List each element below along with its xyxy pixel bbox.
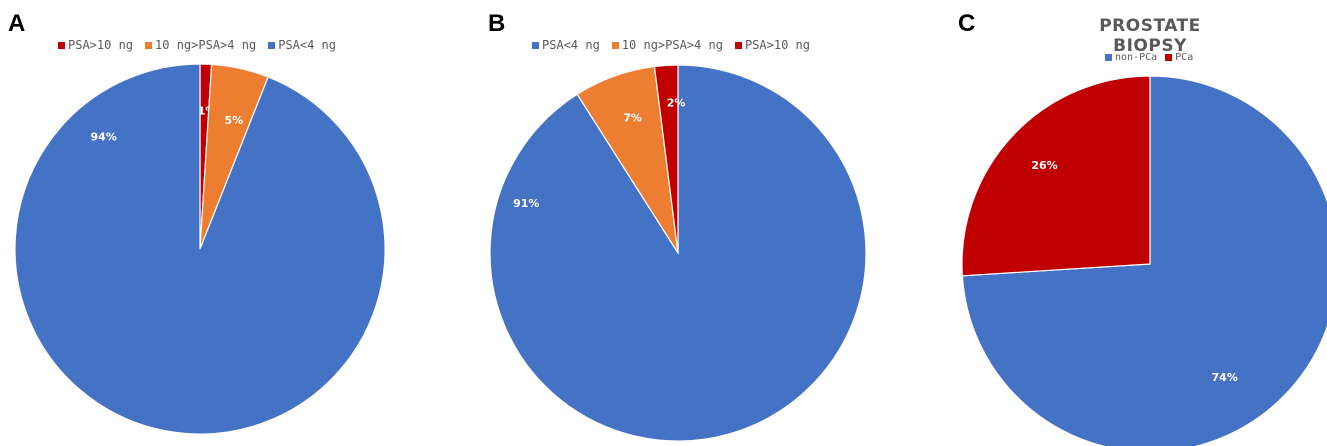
pie-chart-b: 91% 7% 2% xyxy=(489,64,867,442)
pie-slice xyxy=(14,63,386,435)
legend: PSA>10 ng 10 ng>PSA>4 ng PSA<4 ng xyxy=(58,38,336,52)
chart-title: PROSTATE BIOPSY xyxy=(1099,16,1201,56)
legend-label: non-PCa xyxy=(1115,52,1158,63)
panel-b: B PSA<4 ng 10 ng>PSA>4 ng PSA>10 ng 91% 7… xyxy=(440,0,880,446)
legend-label: 10 ng>PSA>4 ng xyxy=(155,38,257,52)
legend-item: non-PCa xyxy=(1105,52,1157,63)
panel-a: A PSA>10 ng 10 ng>PSA>4 ng PSA<4 ng 1% 5%… xyxy=(0,0,440,446)
legend-label: PCa xyxy=(1175,52,1194,63)
legend-item: 10 ng>PSA>4 ng xyxy=(611,38,723,52)
legend-swatch xyxy=(532,41,539,49)
pie-slice xyxy=(961,75,1151,277)
panel-letter: A xyxy=(8,10,26,37)
slice-data-label: 94% xyxy=(91,131,117,144)
slice-data-label: 7% xyxy=(623,112,642,125)
slice-data-label: 26% xyxy=(1031,159,1057,172)
legend-swatch xyxy=(1105,54,1112,61)
legend: non-PCa PCa xyxy=(1105,52,1193,63)
legend-swatch xyxy=(734,41,742,49)
legend-item: PSA>10 ng xyxy=(734,38,810,52)
legend-label: PSA<4 ng xyxy=(278,38,336,52)
panel-letter: B xyxy=(488,10,506,37)
legend-label: PSA>10 ng xyxy=(68,38,134,52)
legend-swatch xyxy=(1165,54,1173,61)
panel-letter: C xyxy=(958,10,976,37)
pie-chart-a: 1%5%94% xyxy=(14,63,386,435)
pie-slice xyxy=(961,75,1327,446)
legend: PSA<4 ng 10 ng>PSA>4 ng PSA>10 ng xyxy=(532,38,810,52)
legend-label: 10 ng>PSA>4 ng xyxy=(621,38,723,52)
legend-item: 10 ng>PSA>4 ng xyxy=(145,38,256,52)
slice-data-label: 2% xyxy=(667,97,686,110)
legend-label: PSA<4 ng xyxy=(542,38,600,52)
legend-swatch xyxy=(145,41,153,49)
legend-swatch xyxy=(58,41,65,49)
legend-label: PSA>10 ng xyxy=(744,38,810,52)
legend-item: PSA<4 ng xyxy=(268,38,336,52)
slice-data-label: 91% xyxy=(513,197,539,210)
pie-slice xyxy=(653,64,679,254)
legend-item: PCa xyxy=(1165,52,1193,63)
slice-data-label: 74% xyxy=(1212,371,1238,384)
slice-data-label: 5% xyxy=(225,114,244,127)
pie-chart-c: 74% 26% xyxy=(961,75,1327,446)
legend-swatch xyxy=(268,41,276,49)
legend-item: PSA>10 ng xyxy=(58,38,133,52)
panel-c: C PROSTATE BIOPSY non-PCa PCa 74% 26% xyxy=(880,0,1327,446)
legend-swatch xyxy=(611,41,619,49)
legend-item: PSA<4 ng xyxy=(532,38,600,52)
